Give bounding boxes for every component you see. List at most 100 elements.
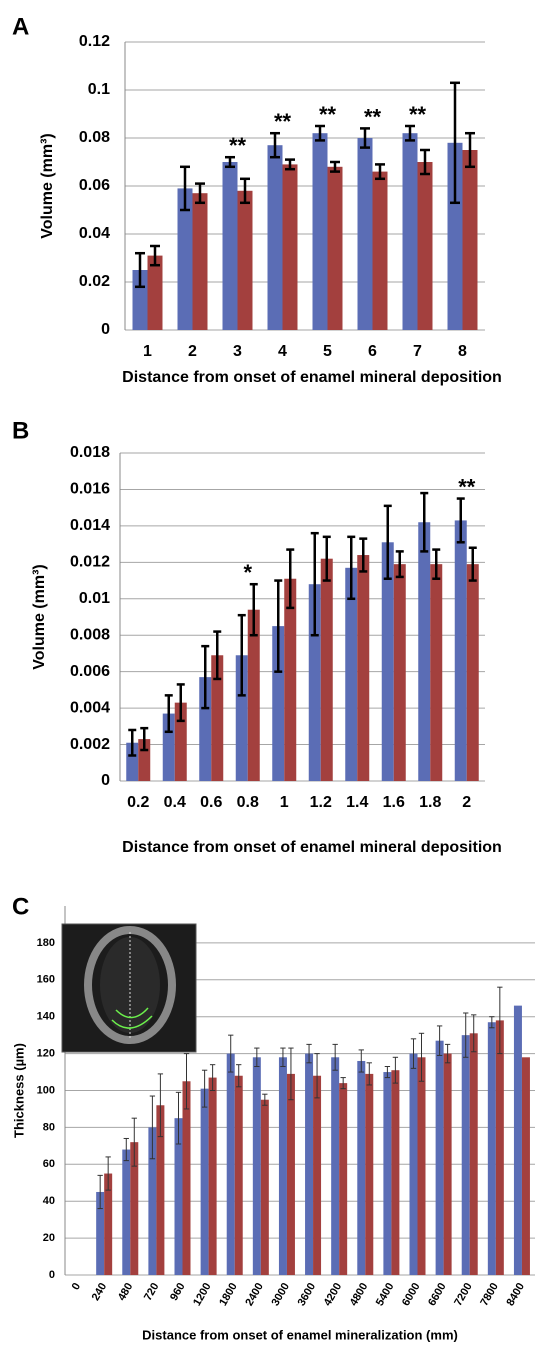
x-tick-label: 4 [278,343,287,360]
x-tick-label: 1 [280,794,289,811]
y-tick-label: 0.014 [70,517,110,534]
x-tick-label: 0.4 [164,794,186,811]
error-bar [471,1014,477,1053]
error-bar [463,1012,469,1058]
error-bar [347,535,356,601]
x-tick-label: 0.6 [200,794,222,811]
x-tick-label: 2 [462,794,471,811]
x-tick-label: 1.8 [419,794,441,811]
error-bar [195,182,205,205]
bar [313,1075,322,1275]
bar [418,522,431,781]
y-tick-label: 0.004 [70,699,110,716]
bar [199,677,212,781]
error-bar [209,1064,216,1091]
x-axis-label: Distance from onset of enamel mineral de… [122,369,502,386]
error-bar [240,177,250,205]
error-bar [105,1156,111,1191]
error-bar [254,1047,260,1068]
error-bar [405,124,415,142]
bar [521,1057,530,1275]
error-bar [465,131,475,169]
error-bar [436,1025,443,1056]
x-tick-label: 7 [413,343,422,360]
error-bar [384,1066,391,1079]
panel-label: B [12,417,29,444]
x-tick-label: 2400 [243,1281,266,1308]
bar [234,1075,243,1275]
x-tick-label: 3 [233,343,242,360]
bar [454,520,467,781]
error-bar [383,504,392,580]
y-axis-label: Volume (mm³) [31,564,48,669]
error-bar [201,644,210,710]
x-tick-label: 480 [116,1281,136,1303]
error-bar [444,1043,451,1064]
error-bar [359,537,368,573]
error-bar [280,1047,286,1068]
error-bar [322,535,331,582]
panel-label: C [12,893,29,920]
x-tick-label: 6 [368,343,377,360]
bar [402,133,418,330]
bar [177,188,193,330]
y-tick-label: 0.01 [79,590,110,607]
bar [130,1142,139,1275]
x-tick-label: 7800 [478,1281,501,1308]
significance-mark: ** [409,102,427,127]
x-tick-label: 1.6 [383,794,405,811]
x-axis-label: Distance from onset of enamel mineral de… [122,839,502,856]
y-tick-label: 0.016 [70,481,110,498]
x-tick-label: 3600 [296,1281,319,1308]
bar [495,1020,504,1275]
y-tick-label: 160 [37,974,55,986]
bar [312,133,328,330]
error-bar [262,1093,268,1106]
bar [252,1057,261,1275]
error-bar [314,1053,320,1099]
y-tick-label: 180 [37,937,55,949]
x-tick-label: 6000 [400,1281,423,1308]
error-bar [468,546,477,582]
error-bar [176,683,185,723]
error-bar [213,630,222,681]
bar [278,1057,287,1275]
bar [272,626,285,781]
x-tick-label: 2 [188,343,197,360]
bar [417,1057,426,1275]
y-tick-label: 0.018 [70,444,110,461]
x-tick-label: 8 [458,343,467,360]
bar [331,1057,340,1275]
bar [226,1053,235,1275]
bar [208,1077,217,1275]
y-tick-label: 0.04 [79,225,110,242]
bar [282,164,298,330]
significance-mark: ** [229,133,247,158]
error-bar [410,1038,417,1069]
error-bar [274,579,283,673]
error-bar [332,1043,338,1071]
bar [469,1033,478,1275]
error-bar [225,155,235,169]
error-bar [175,1091,182,1145]
bar [132,270,148,330]
bar [305,1053,314,1275]
x-tick-label: 720 [142,1281,162,1303]
bar [147,255,163,330]
x-tick-label: 0 [70,1281,83,1292]
error-bar [236,1064,242,1088]
bar [320,558,333,781]
x-tick-label: 240 [90,1281,110,1303]
error-bar [97,1174,103,1210]
bar [345,567,358,781]
bar [162,713,175,781]
y-tick-label: 0 [101,772,110,789]
y-tick-label: 0.006 [70,663,110,680]
bar [126,742,139,781]
x-tick-label: 3000 [269,1281,292,1308]
bar [435,1040,444,1275]
bar [383,1072,392,1275]
error-bar [358,1049,364,1073]
error-bar [306,1043,312,1064]
